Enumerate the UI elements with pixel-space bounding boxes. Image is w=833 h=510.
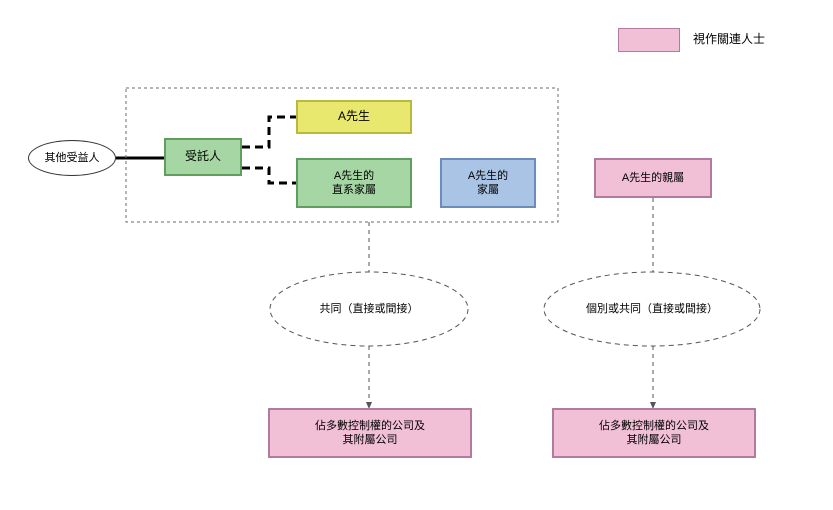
legend-swatch [618, 28, 680, 52]
legend-text: 視作關連人士 [693, 30, 765, 47]
node-mr-a: A先生 [296, 100, 412, 134]
node-label: 其他受益人 [45, 151, 100, 165]
node-majority-company-right: 佔多數控制權的公司及其附屬公司 [552, 408, 756, 458]
node-other-beneficiary: 其他受益人 [28, 140, 116, 176]
node-label: A先生 [338, 109, 370, 125]
node-label: 佔多數控制權的公司及其附屬公司 [315, 419, 425, 448]
node-joint-direct-indirect: 共同（直接或間接） [270, 272, 468, 346]
legend-label: 視作關連人士 [693, 30, 765, 47]
node-label: 個別或共同（直接或間接） [586, 302, 718, 316]
node-label: 受託人 [185, 149, 221, 165]
node-mr-a-direct-family: A先生的直系家屬 [296, 158, 412, 208]
diagram-canvas: 視作關連人士 其他受益人 受託人 A先生 A先生的直系家屬 A先生的家屬 A先生… [0, 0, 833, 510]
node-label: A先生的家屬 [468, 169, 508, 198]
node-label: A先生的直系家屬 [332, 169, 376, 198]
node-mr-a-relatives: A先生的親屬 [594, 158, 712, 198]
node-mr-a-family: A先生的家屬 [440, 158, 536, 208]
node-individual-or-joint: 個別或共同（直接或間接） [544, 272, 760, 346]
node-label: A先生的親屬 [622, 171, 684, 185]
node-label: 共同（直接或間接） [320, 302, 419, 316]
node-trustee: 受託人 [164, 138, 242, 176]
node-label: 佔多數控制權的公司及其附屬公司 [599, 419, 709, 448]
node-majority-company-left: 佔多數控制權的公司及其附屬公司 [268, 408, 472, 458]
